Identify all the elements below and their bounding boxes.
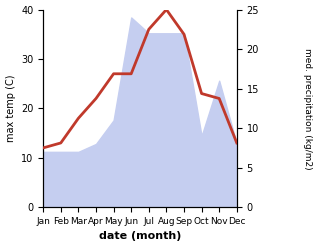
X-axis label: date (month): date (month) [99, 231, 181, 242]
Y-axis label: max temp (C): max temp (C) [5, 75, 16, 142]
Y-axis label: med. precipitation (kg/m2): med. precipitation (kg/m2) [303, 48, 313, 169]
